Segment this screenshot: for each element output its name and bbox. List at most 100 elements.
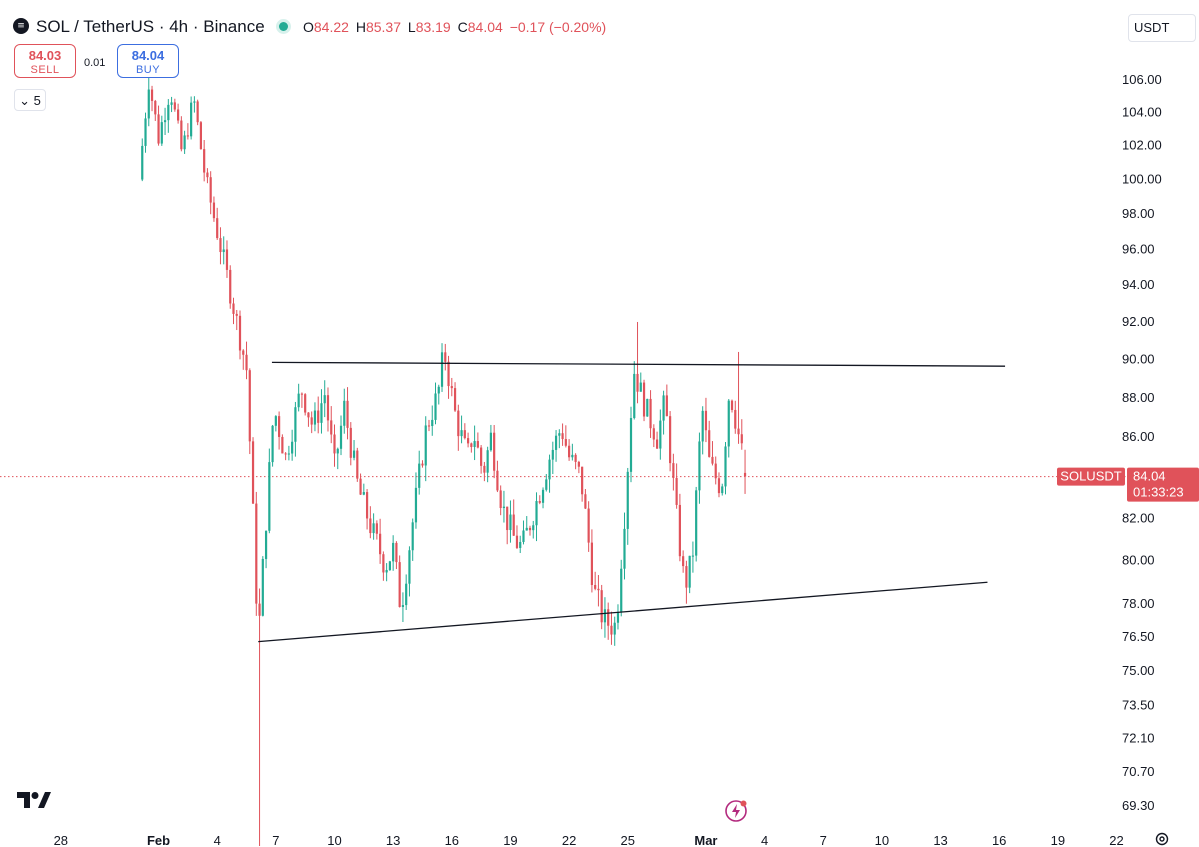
candle-body [444, 352, 447, 362]
candle-body [284, 453, 287, 455]
candle-body [431, 419, 434, 427]
y-tick-label: 75.00 [1122, 663, 1155, 678]
y-tick-label: 94.00 [1122, 277, 1155, 292]
candle-body [317, 410, 320, 423]
symbol-title[interactable]: SOL / TetherUS · 4h · Binance [36, 17, 265, 36]
candle-body [607, 609, 610, 626]
candle-body [499, 490, 502, 509]
candle-body [649, 398, 652, 429]
y-tick-label: 76.50 [1122, 629, 1155, 644]
candle-body [502, 506, 506, 509]
candle-body [480, 447, 483, 466]
candle-body [251, 441, 255, 504]
y-tick-label: 82.00 [1122, 511, 1155, 526]
candle-body [568, 445, 571, 458]
x-tick-label: 10 [875, 833, 889, 846]
candle-body [216, 218, 219, 239]
candle-body [157, 114, 160, 144]
candle-body [408, 550, 411, 584]
candle-body [326, 395, 330, 421]
y-tick-label: 96.00 [1122, 241, 1155, 256]
indicators-toggle-button[interactable]: ⌄ 5 [14, 89, 46, 111]
candle-body [574, 454, 577, 462]
candle-body [343, 400, 346, 426]
y-tick-label: 102.00 [1122, 138, 1162, 153]
candle-body [669, 416, 672, 464]
candle-body [493, 432, 496, 471]
candle-body [352, 450, 356, 458]
candle-body [509, 514, 512, 531]
candle-body [291, 441, 294, 454]
candle-body [724, 446, 727, 487]
tradingview-logo-icon[interactable] [17, 792, 51, 808]
candle-body [730, 400, 734, 410]
last-price-tag [1127, 467, 1199, 502]
price-change: −0.17 (−0.20%) [509, 19, 607, 35]
candle-body [147, 89, 150, 119]
candle-body [447, 361, 450, 387]
x-tick-label: 22 [562, 833, 576, 846]
candle-body [483, 465, 486, 473]
candle-body [235, 313, 238, 316]
candle-body [704, 410, 708, 431]
candle-body [167, 104, 170, 121]
candle-body [163, 120, 167, 123]
candle-body [180, 120, 183, 150]
candle-body [594, 585, 597, 589]
candle-body [310, 417, 313, 425]
low-label: L [407, 19, 416, 35]
y-tick-label: 98.00 [1122, 206, 1155, 221]
candle-body [721, 486, 724, 494]
candle-body [245, 354, 248, 371]
candle-body [564, 439, 567, 446]
candle-body [548, 459, 551, 480]
gear-icon[interactable] [1154, 831, 1170, 847]
y-tick-label: 72.10 [1122, 730, 1155, 745]
candle-body [382, 554, 385, 573]
candle-body [463, 430, 466, 439]
open-value: 84.22 [313, 19, 349, 35]
candle-body [349, 427, 352, 458]
currency-select[interactable]: USDT [1128, 14, 1196, 42]
candle-body [620, 568, 623, 613]
candle-body [541, 489, 545, 503]
low-value: 83.19 [415, 19, 451, 35]
candle-body [734, 409, 737, 429]
candle-body [473, 441, 476, 447]
candle-body [528, 527, 532, 531]
candle-body [708, 430, 711, 457]
candle-body [682, 556, 685, 567]
candle-body [177, 109, 180, 121]
candle-body [613, 622, 616, 635]
candle-body [717, 478, 721, 494]
candle-body [437, 386, 440, 394]
candle-body [255, 503, 258, 604]
y-tick-label: 73.50 [1122, 697, 1155, 712]
y-tick-label: 70.70 [1122, 764, 1155, 779]
candle-body [375, 523, 378, 534]
candle-body [333, 434, 336, 454]
symbol-tag-label: SOLUSDT [1060, 469, 1121, 484]
y-tick-label: 104.00 [1122, 105, 1162, 120]
candle-body [698, 441, 701, 491]
lightning-bolt-icon[interactable] [724, 799, 748, 823]
symbol-tag [1057, 467, 1125, 486]
sell-price: 84.03 [28, 48, 62, 63]
candle-body [616, 612, 620, 623]
candle-body [170, 102, 173, 105]
currency-value: USDT [1134, 20, 1170, 35]
y-tick-label: 90.00 [1122, 352, 1155, 367]
x-tick-label: 25 [621, 833, 635, 846]
candle-body [629, 418, 633, 472]
y-tick-label: 80.00 [1122, 553, 1155, 568]
sell-button[interactable]: 84.03 SELL [14, 44, 76, 78]
candle-body [323, 395, 326, 404]
candle-body [313, 410, 317, 425]
candle-body [268, 462, 271, 531]
candle-body [206, 172, 209, 178]
x-tick-label: 22 [1109, 833, 1123, 846]
buy-button[interactable]: 84.04 BUY [117, 44, 179, 78]
candle-body [359, 478, 362, 495]
candle-body [623, 528, 626, 569]
